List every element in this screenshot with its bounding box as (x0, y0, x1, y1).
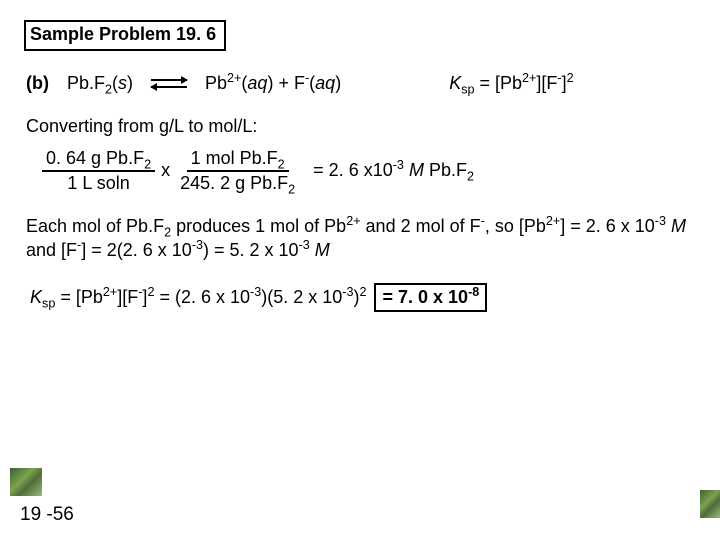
equation-row: (b) Pb.F2(s) Pb2+(aq) + F-(aq) Ksp = [Pb… (26, 73, 696, 94)
pa1bs: 2+ (346, 214, 360, 228)
fkK: K (30, 287, 42, 307)
f1ns: 2 (144, 158, 151, 172)
page-number: 19 -56 (20, 504, 74, 526)
pa1h: ] = 2(2. 6 x 10 (81, 240, 192, 260)
ke1: = [Pb (475, 73, 523, 93)
fbs: -3 (250, 285, 261, 299)
p2s: - (305, 71, 309, 85)
reactant-base: Pb.F (67, 73, 105, 93)
calculation-row: 0. 64 g Pb.F2 1 L soln x 1 mol Pb.F2 245… (42, 147, 696, 194)
crM: M (409, 160, 424, 180)
fds: 2 (359, 285, 366, 299)
part-label: (b) (26, 73, 49, 94)
convert-line: Converting from g/L to mol/L: (26, 116, 696, 137)
pa1M2: M (315, 240, 330, 260)
ksp-expression: Ksp = [Pb2+][F-]2 (449, 73, 573, 94)
pa1i: ) = 5. 2 x 10 (203, 240, 299, 260)
kspsp: sp (461, 83, 474, 97)
kspK: K (449, 73, 461, 93)
pa1c: and 2 mol of F (361, 216, 481, 236)
fb: = (2. 6 x 10 (154, 287, 250, 307)
f1na: 0. 64 g Pb.F (46, 148, 144, 168)
times-symbol: x (161, 160, 170, 181)
pa1: Each mol of Pb.F (26, 216, 164, 236)
p1st: aq (247, 73, 267, 93)
pa1M: M (671, 216, 686, 236)
reactant-state: s (118, 73, 127, 93)
pa1b: produces 1 mol of Pb (171, 216, 346, 236)
explanation-paragraph: Each mol of Pb.F2 produces 1 mol of Pb2+… (26, 214, 686, 263)
ress: -8 (468, 285, 479, 299)
pa1es: -3 (655, 214, 666, 228)
reactant: Pb.F2(s) (67, 73, 133, 94)
reactant-sub: 2 (105, 83, 112, 97)
pa1ds: 2+ (546, 214, 560, 228)
ke1s: 2+ (522, 71, 536, 85)
frac2-den: 245. 2 g Pb.F2 (176, 172, 299, 195)
pa1d: , so [Pb (485, 216, 546, 236)
p2b: F (294, 73, 305, 93)
calc-result: = 2. 6 x10-3 M Pb.F2 (313, 160, 474, 181)
equilibrium-arrows-icon (151, 76, 187, 92)
plus: + (273, 73, 294, 93)
p1b: Pb (205, 73, 227, 93)
f2ns: 2 (278, 158, 285, 172)
crs: -3 (393, 158, 404, 172)
fa2: ][F (117, 287, 138, 307)
frac1-num: 0. 64 g Pb.F2 (42, 147, 155, 172)
fraction-2: 1 mol Pb.F2 245. 2 g Pb.F2 (176, 147, 299, 194)
fa1s: 2+ (103, 285, 117, 299)
products: Pb2+(aq) + F-(aq) (205, 73, 341, 94)
pa1g: and [F (26, 240, 77, 260)
fksp: sp (42, 296, 55, 310)
title: Sample Problem 19. 6 (30, 24, 216, 44)
f2da: 245. 2 g Pb.F (180, 173, 288, 193)
fc: )(5. 2 x 10 (261, 287, 342, 307)
pa1e: ] = 2. 6 x 10 (560, 216, 655, 236)
f2ds: 2 (288, 182, 295, 196)
decorative-corner-icon (10, 468, 42, 496)
frac1-den: 1 L soln (63, 172, 133, 195)
ke3s: 2 (567, 71, 574, 85)
decorative-corner-right-icon (700, 490, 720, 518)
ke2: ][F (536, 73, 557, 93)
p2st: aq (315, 73, 335, 93)
title-box: Sample Problem 19. 6 (24, 20, 226, 51)
cra: = 2. 6 x10 (313, 160, 393, 180)
frac2-num: 1 mol Pb.F2 (187, 147, 289, 172)
crsub: 2 (467, 170, 474, 184)
result-box: = 7. 0 x 10-8 (374, 283, 487, 312)
res: = 7. 0 x 10 (382, 287, 468, 307)
fraction-1: 0. 64 g Pb.F2 1 L soln (42, 147, 155, 194)
pa1hs: -3 (192, 238, 203, 252)
final-expression: Ksp = [Pb2+][F-]2 = (2. 6 x 10-3)(5. 2 x… (30, 287, 366, 308)
crc: Pb.F (424, 160, 467, 180)
fa1: = [Pb (55, 287, 103, 307)
pa1is: -3 (299, 238, 310, 252)
p1s: 2+ (227, 71, 241, 85)
f2na: 1 mol Pb.F (191, 148, 278, 168)
fcs: -3 (342, 285, 353, 299)
final-row: Ksp = [Pb2+][F-]2 = (2. 6 x 10-3)(5. 2 x… (30, 283, 696, 312)
